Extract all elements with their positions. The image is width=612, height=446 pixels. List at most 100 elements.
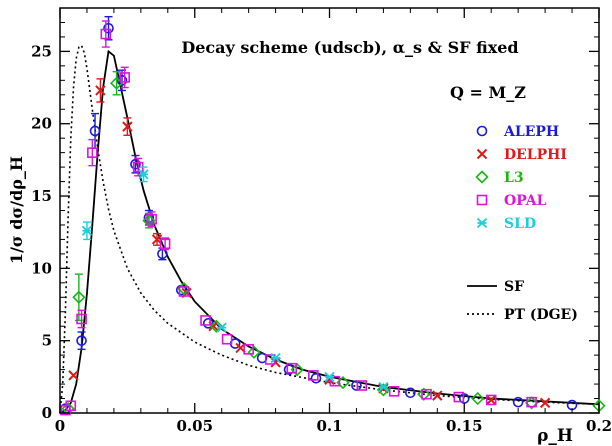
chart-title: Decay scheme (udscb), α_s & SF fixed (181, 38, 518, 57)
marker-square (356, 380, 368, 391)
data-point (524, 396, 539, 410)
data-point (209, 319, 223, 333)
y-tick-label: 10 (31, 259, 52, 277)
marker-square (485, 394, 497, 406)
x-tick-label: 0.1 (316, 417, 342, 435)
data-point (100, 20, 112, 48)
marker-x (539, 397, 551, 409)
marker-diamond (209, 319, 223, 333)
data-point (471, 391, 485, 406)
marker-star (378, 381, 389, 393)
data-point (310, 372, 322, 384)
marker-square (76, 313, 87, 325)
data-point (221, 333, 233, 345)
legend-label-delphi: DELPHI (504, 147, 567, 163)
data-point (243, 344, 254, 355)
annotation-q: Q = M_Z (450, 83, 526, 102)
marker-star (216, 322, 227, 333)
legend-label-curve: SF (504, 279, 524, 295)
marker-square (200, 315, 211, 326)
marker-diamond (471, 391, 485, 406)
marker-square (65, 400, 77, 412)
data-point (159, 237, 171, 251)
marker-square (146, 213, 157, 225)
data-point (87, 138, 98, 167)
marker-square (286, 362, 298, 374)
data-point (178, 286, 190, 297)
data-point (81, 221, 93, 241)
data-point (405, 387, 416, 399)
data-point (68, 370, 79, 381)
marker-square (308, 370, 319, 381)
marker-square (178, 286, 190, 297)
data-point (329, 375, 341, 387)
marker-square (221, 333, 233, 345)
series-aleph (60, 15, 578, 414)
marker-diamond (417, 387, 431, 401)
points-layer (60, 15, 606, 416)
data-point (453, 391, 465, 403)
x-tick-label: 0.15 (446, 417, 483, 435)
marker-x (270, 357, 281, 368)
data-point (485, 394, 497, 406)
data-point (432, 390, 443, 401)
data-point (324, 371, 335, 382)
marker-diamond (376, 383, 391, 397)
marker-x (485, 394, 497, 406)
marker-square (243, 344, 254, 355)
marker-square (329, 375, 341, 387)
legend: ALEPH DELPHI L3 OPAL SLD SF PT (DGE) (467, 124, 578, 323)
x-tick-label: 0.2 (586, 417, 612, 435)
marker-star (270, 352, 281, 364)
data-point (76, 309, 87, 329)
marker-diamond (72, 290, 86, 304)
marker-square (87, 147, 98, 158)
marker-circle (116, 75, 128, 86)
data-point (388, 386, 400, 397)
legend-label-curve: PT (DGE) (504, 307, 578, 323)
y-tick-label: 20 (31, 115, 52, 133)
data-point (76, 331, 87, 351)
marker-square (119, 72, 130, 83)
data-point (270, 357, 281, 368)
marker-circle (256, 352, 268, 364)
data-point (200, 315, 211, 326)
marker-square (526, 396, 537, 408)
marker-circle (283, 364, 295, 375)
marker-x (68, 370, 79, 381)
y-tick-label: 5 (42, 332, 52, 350)
data-point (122, 117, 133, 136)
data-point (356, 380, 368, 391)
data-point (72, 273, 86, 322)
axes-layer: 0 0.05 0.1 0.15 0.2 0 5 10 15 20 25 (31, 8, 612, 435)
legend-label-opal: OPAL (504, 193, 547, 209)
y-tick-label: 25 (31, 42, 52, 60)
marker-circle (405, 387, 416, 399)
data-point (256, 352, 268, 364)
data-point (119, 66, 130, 89)
marker-diamond (475, 170, 489, 184)
y-tick-label: 0 (42, 404, 52, 422)
marker-circle (76, 335, 87, 346)
series-delphi (68, 78, 551, 409)
data-point (138, 166, 149, 183)
marker-circle (512, 396, 524, 408)
plot-frame (59, 7, 600, 414)
data-point (512, 396, 524, 408)
marker-circle (476, 125, 488, 137)
x-tick-label: 0.05 (176, 417, 213, 435)
marker-square (100, 28, 112, 40)
marker-diamond (247, 345, 261, 359)
marker-x (476, 148, 488, 160)
x-axis-label: ρ_H (537, 426, 573, 446)
marker-square (421, 388, 432, 400)
marker-circle (310, 372, 322, 384)
marker-square (476, 194, 488, 206)
legend-label-aleph: ALEPH (503, 124, 559, 140)
marker-diamond (524, 396, 539, 410)
data-point (526, 396, 537, 408)
marker-star (324, 371, 335, 382)
data-point (376, 383, 391, 397)
marker-circle (351, 380, 362, 391)
marker-circle (89, 125, 101, 137)
